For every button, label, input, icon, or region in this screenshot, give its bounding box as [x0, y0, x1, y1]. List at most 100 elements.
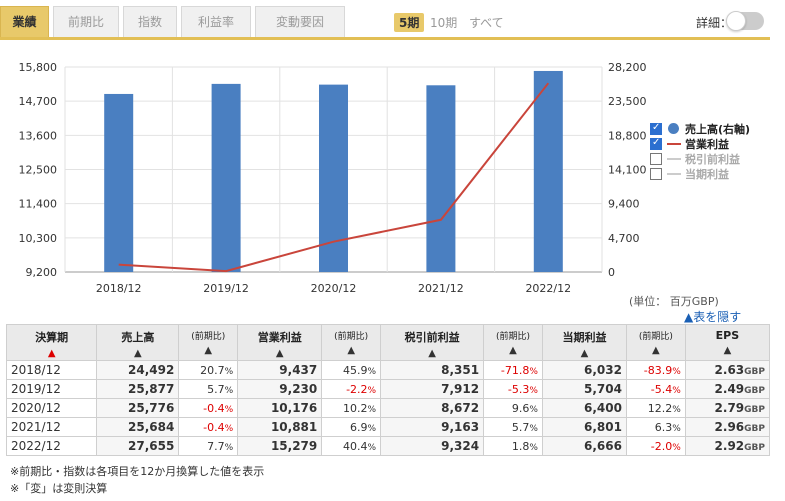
table-body: 2018/12 24,492 20.7% 9,437 45.9% 8,351 -71.8% 6…: [5, 360, 771, 456]
right-axis-tick: 28,200: [608, 61, 647, 74]
right-axis-tick: 0: [608, 266, 615, 279]
sort-arrow-icon[interactable]: ▲: [47, 348, 56, 359]
column-header[interactable]: 営業利益 ▲: [237, 324, 323, 361]
units-label: (単位： 百万GBP): [629, 295, 719, 308]
sort-arrow-icon[interactable]: ▲: [347, 345, 356, 356]
x-axis-tick: 2019/12: [203, 282, 249, 295]
cell-pretax: 8,351: [380, 360, 485, 380]
right-axis-tick: 14,100: [608, 164, 647, 177]
column-header-label: 当期利益: [562, 331, 607, 344]
left-axis-tick: 13,600: [19, 129, 58, 142]
period-10-button[interactable]: 10期: [430, 16, 458, 30]
cell-pretax: 7,912: [380, 379, 485, 399]
sort-arrow-icon[interactable]: ▲: [428, 348, 436, 359]
table-header-row: 決算期 ▲ 売上高 ▲ (前期比) ▲ 営業利益 ▲ (前期比) ▲ 税引前利益 ▲ (前期比) ▲ 当期利…: [5, 324, 771, 361]
cell-sales: 25,877: [96, 379, 180, 399]
bar-marker-icon: [667, 122, 681, 135]
sort-arrow-icon[interactable]: ▲: [723, 345, 732, 356]
left-axis-tick: 14,700: [19, 95, 58, 108]
tab-underline: [0, 37, 770, 40]
legend-checkbox[interactable]: [650, 167, 662, 180]
column-header[interactable]: (前期比) ▲: [321, 324, 382, 361]
legend-item[interactable]: 売上高(右軸): [650, 121, 750, 136]
tab-4[interactable]: 変動要因: [255, 6, 345, 38]
legend-item[interactable]: 営業利益: [650, 136, 750, 151]
cell-op: 10,176: [237, 398, 323, 418]
tab-0[interactable]: 業績: [0, 6, 49, 38]
period-all-button[interactable]: すべて: [469, 16, 504, 30]
table-row: 2021/12 25,684 -0.4% 10,881 6.9% 9,163 5.7% 6,8…: [5, 417, 771, 437]
cell-period: 2021/12: [5, 417, 98, 437]
legend-checkbox[interactable]: [650, 122, 662, 135]
period-5-button[interactable]: 5期: [394, 13, 425, 32]
legend-label: 税引前利益: [685, 152, 740, 166]
column-header-label: 営業利益: [257, 331, 302, 344]
legend-checkbox[interactable]: [650, 152, 662, 165]
sort-arrow-icon[interactable]: ▲: [134, 348, 142, 359]
cell-eps: 2.96GBP: [684, 417, 771, 437]
column-header-label: EPS: [715, 329, 740, 342]
cell-net-chg: -2.0%: [625, 436, 686, 456]
sort-arrow-icon[interactable]: ▲: [275, 348, 284, 359]
detail-toggle[interactable]: [726, 11, 764, 31]
legend-item[interactable]: 当期利益: [650, 166, 750, 181]
sales-bar: [104, 93, 134, 272]
x-axis-tick: 2022/12: [525, 282, 571, 295]
left-axis-tick: 11,400: [19, 198, 58, 211]
cell-net: 6,032: [541, 360, 627, 380]
cell-op-chg: 10.2%: [321, 398, 382, 418]
right-axis-tick: 4,700: [608, 232, 640, 245]
tab-2[interactable]: 指数: [123, 6, 177, 38]
column-header[interactable]: 税引前利益 ▲: [380, 324, 485, 361]
table-row: 2018/12 24,492 20.7% 9,437 45.9% 8,351 -71.8% 6…: [5, 360, 771, 380]
column-header[interactable]: (前期比) ▲: [625, 324, 686, 361]
column-header[interactable]: (前期比) ▲: [483, 324, 543, 361]
notes: ※前期比・指数は各項目を12か月換算した値を表示 ※「変」は変則決算: [10, 463, 264, 497]
sort-arrow-icon[interactable]: ▲: [580, 348, 589, 359]
column-header[interactable]: EPS ▲: [684, 324, 771, 361]
x-axis-tick: 2020/12: [311, 282, 357, 295]
table-row: 2020/12 25,776 -0.4% 10,176 10.2% 8,672 9.6% 6,…: [5, 398, 771, 418]
right-axis-tick: 9,400: [608, 198, 640, 211]
note-line: ※「変」は変則決算: [10, 482, 108, 495]
cell-sales: 25,776: [96, 398, 180, 418]
x-axis-tick: 2018/12: [96, 282, 142, 295]
cell-net-chg: -5.4%: [625, 379, 686, 399]
cell-period: 2020/12: [5, 398, 98, 418]
legend-checkbox[interactable]: [650, 137, 662, 150]
column-header[interactable]: (前期比) ▲: [178, 324, 239, 361]
column-header-label: 決算期: [35, 331, 69, 344]
cell-pretax-chg: 5.7%: [483, 417, 543, 437]
tab-bar: 業績 前期比 指数 利益率 変動要因: [0, 6, 349, 38]
cell-pretax-chg: -5.3%: [483, 379, 543, 399]
cell-op: 15,279: [237, 436, 323, 456]
cell-eps: 2.79GBP: [684, 398, 771, 418]
sort-arrow-icon[interactable]: ▲: [652, 345, 660, 356]
sales-bar: [426, 85, 456, 272]
column-header[interactable]: 売上高 ▲: [96, 324, 180, 361]
legend-label: 営業利益: [685, 137, 729, 151]
line-marker-icon: [667, 153, 681, 165]
line-marker-icon: [667, 168, 681, 180]
cell-pretax: 9,163: [380, 417, 485, 437]
column-header-label: (前期比): [191, 332, 226, 342]
performance-chart: 15,800 28,200 14,700 23,500 13,600 18,800 12,5…: [19, 61, 647, 295]
legend-item[interactable]: 税引前利益: [650, 151, 750, 166]
left-axis-tick: 15,800: [19, 61, 58, 74]
legend-label: 当期利益: [685, 167, 729, 181]
hide-table-link[interactable]: ▲表を隠す: [684, 310, 742, 324]
left-axis-tick: 12,500: [19, 164, 58, 177]
sales-bar: [211, 83, 241, 272]
column-header[interactable]: 当期利益 ▲: [541, 324, 627, 361]
cell-net-chg: 12.2%: [625, 398, 686, 418]
cell-net: 5,704: [541, 379, 627, 399]
sort-arrow-icon[interactable]: ▲: [204, 345, 213, 356]
legend-label: 売上高(右軸): [685, 122, 751, 136]
cell-op: 10,881: [237, 417, 323, 437]
sort-arrow-icon[interactable]: ▲: [509, 345, 517, 356]
column-header[interactable]: 決算期 ▲: [5, 324, 98, 361]
cell-pretax: 9,324: [380, 436, 485, 456]
cell-op-chg: 45.9%: [321, 360, 382, 380]
cell-eps: 2.49GBP: [684, 379, 771, 399]
